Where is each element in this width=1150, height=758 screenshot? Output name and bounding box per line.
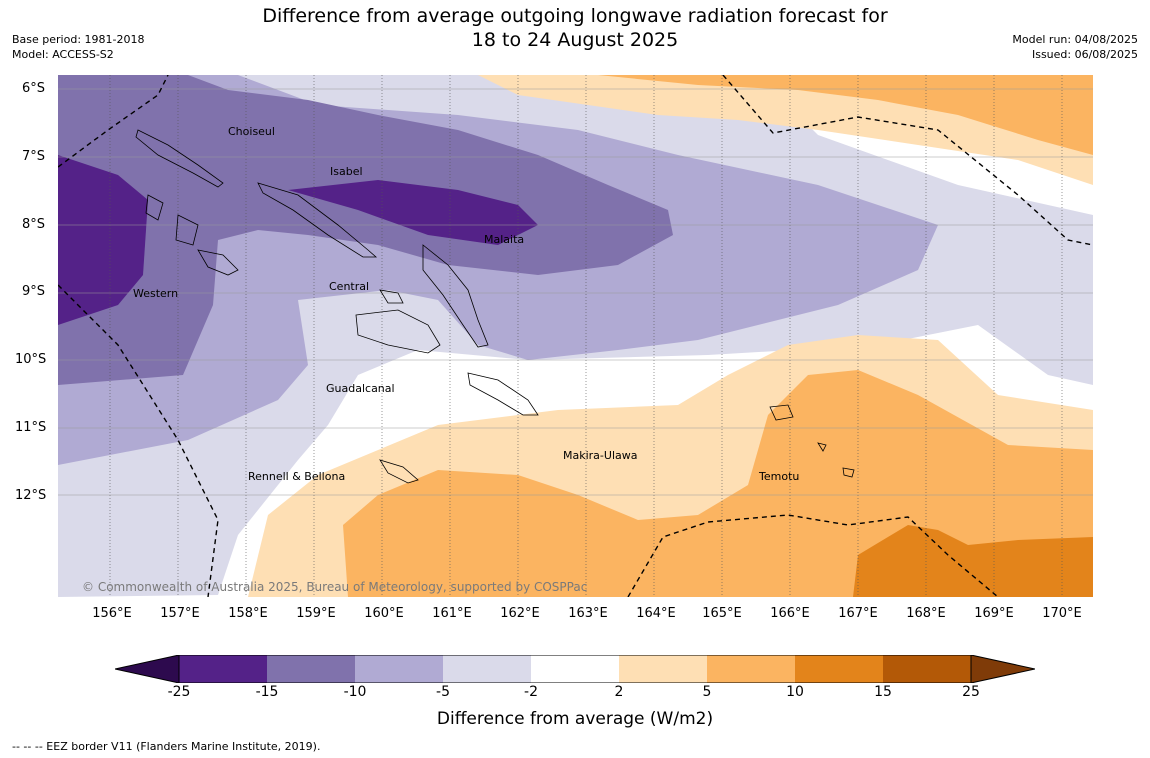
island-newgeorgia (197, 249, 239, 276)
region-rennell-bellona: Rennell & Bellona (248, 470, 346, 483)
island-tikopia (817, 442, 827, 452)
lon-label-157e: 157°E (160, 606, 200, 621)
colorbar-tick-2: -15 (255, 684, 279, 700)
island-vella (145, 194, 164, 221)
colorbar-extend-low (115, 655, 180, 683)
contour-orange-medium-top (598, 75, 1093, 155)
island-florida (379, 289, 404, 304)
lon-label-158e: 158°E (228, 606, 268, 621)
map-title: Difference from average outgoing longwav… (0, 4, 1150, 52)
title-line-2: 18 to 24 August 2025 (471, 29, 679, 51)
island-guadalcanal (355, 309, 441, 354)
lon-label-164e: 164°E (636, 606, 676, 621)
lon-label-163e: 163°E (568, 606, 608, 621)
region-guadalcanal: Guadalcanal (326, 382, 395, 395)
colorbar-tick-6: 2 (614, 684, 624, 700)
region-malaita: Malaita (484, 233, 525, 246)
lat-grid (58, 88, 1093, 496)
lat-label-8s: 8°S (22, 217, 46, 232)
colorbar-segment-2 (267, 655, 355, 683)
colorbar-segment-5 (531, 655, 619, 683)
island-nggatokae (175, 214, 199, 246)
meta-right: Model run: 04/08/2025 Issued: 06/08/2025 (1012, 32, 1138, 62)
eez-borders (58, 75, 1093, 597)
model-run: Model run: 04/08/2025 (1012, 33, 1138, 46)
base-period: Base period: 1981-2018 (12, 33, 145, 46)
colorbar-tick-5: -2 (524, 684, 538, 700)
islands (135, 129, 855, 484)
colorbar-tick-1: -25 (167, 684, 191, 700)
lon-label-169e: 169°E (974, 606, 1014, 621)
region-temotu: Temotu (759, 470, 800, 483)
lat-label-7s: 7°S (22, 149, 46, 164)
contour-orange-dark (853, 525, 1093, 597)
colorbar-tick-10: 25 (962, 684, 980, 700)
colorbar-segment-6 (619, 655, 707, 683)
lon-label-167e: 167°E (838, 606, 878, 621)
contour-purple-deep-2 (288, 180, 538, 245)
island-makira (467, 372, 539, 416)
lon-label-168e: 168°E (906, 606, 946, 621)
region-western: Western (133, 287, 179, 300)
copyright-notice: © Commonwealth of Australia 2025, Bureau… (82, 580, 588, 594)
colorbar-label: Difference from average (W/m2) (436, 709, 714, 729)
colorbar-tick-8: 10 (786, 684, 804, 700)
colorbar-tick-7: 5 (702, 684, 712, 700)
island-rennell (379, 459, 419, 484)
colorbar-extend-high (970, 655, 1035, 683)
colorbar-segment-4 (443, 655, 531, 683)
lon-label-161e: 161°E (432, 606, 472, 621)
lon-label-159e: 159°E (296, 606, 336, 621)
island-santacruz (769, 404, 794, 421)
anomaly-map (58, 75, 1093, 597)
island-isabel (257, 182, 378, 258)
colorbar-segment-3 (355, 655, 443, 683)
issued-date: Issued: 06/08/2025 (1031, 48, 1138, 61)
eez-footnote: -- -- -- EEZ border V11 (Flanders Marine… (12, 740, 321, 753)
lat-label-10s: 10°S (15, 352, 47, 367)
lat-label-9s: 9°S (22, 284, 46, 299)
colorbar-segment-9 (883, 655, 971, 683)
lon-label-160e: 160°E (364, 606, 404, 621)
colorbar-segment-7 (707, 655, 795, 683)
lon-label-170e: 170°E (1042, 606, 1082, 621)
lat-label-6s: 6°S (22, 81, 46, 96)
region-choiseul: Choiseul (228, 125, 275, 138)
contour-purple-dark (58, 75, 673, 385)
lat-label-12s: 12°S (15, 488, 47, 503)
lon-label-162e: 162°E (500, 606, 540, 621)
contour-purple-deep (58, 155, 148, 325)
lon-label-165e: 165°E (702, 606, 742, 621)
lat-label-11s: 11°S (15, 420, 47, 435)
meta-left: Base period: 1981-2018 Model: ACCESS-S2 (12, 32, 144, 62)
colorbar (115, 655, 1035, 683)
colorbar-tick-3: -10 (343, 684, 367, 700)
title-line-1: Difference from average outgoing longwav… (262, 5, 888, 27)
region-central: Central (329, 280, 370, 293)
region-makira-ulawa: Makira-Ulawa (563, 449, 638, 462)
island-choiseul (135, 129, 224, 188)
island-vanikoro (842, 467, 855, 478)
lon-label-166e: 166°E (770, 606, 810, 621)
model-name: Model: ACCESS-S2 (12, 48, 114, 61)
region-isabel: Isabel (330, 165, 363, 178)
colorbar-tick-9: 15 (874, 684, 892, 700)
island-malaita (422, 244, 489, 348)
grid (109, 75, 1063, 597)
colorbar-segment-8 (795, 655, 883, 683)
contour-orange-medium-top-2 (818, 75, 1093, 95)
colorbar-segment-1 (179, 655, 267, 683)
colorbar-tick-4: -5 (436, 684, 450, 700)
lon-label-156e: 156°E (92, 606, 132, 621)
